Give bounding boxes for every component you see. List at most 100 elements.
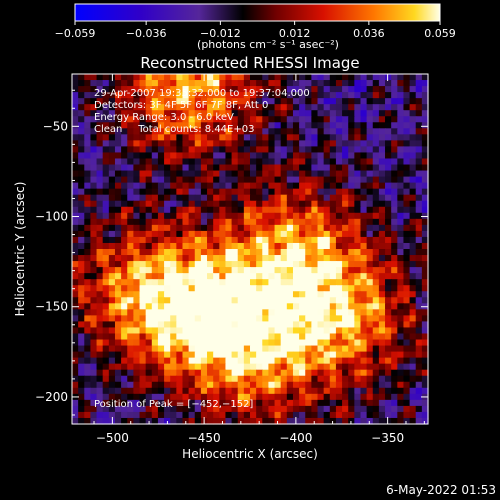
heatmap-cell — [286, 405, 294, 413]
heatmap-cell — [139, 146, 147, 154]
heatmap-cell — [78, 92, 85, 99]
heatmap-cell — [188, 122, 196, 129]
heatmap-cell — [176, 110, 184, 117]
heatmap-cell — [250, 218, 257, 226]
heatmap-cell — [286, 86, 294, 93]
heatmap-cell — [268, 339, 276, 347]
heatmap-cell — [329, 333, 337, 341]
heatmap-cell — [84, 86, 92, 93]
heatmap-cell — [385, 152, 392, 160]
heatmap-cell — [72, 297, 79, 304]
heatmap-cell — [360, 369, 368, 377]
heatmap-cell — [127, 387, 134, 395]
heatmap-cell — [311, 236, 319, 244]
heatmap-cell — [139, 224, 147, 232]
heatmap-cell — [262, 393, 270, 401]
heatmap-cell — [397, 110, 405, 117]
heatmap-cell — [164, 309, 171, 316]
heatmap-cell — [274, 297, 282, 304]
heatmap-cell — [323, 411, 331, 419]
heatmap-cell — [317, 194, 325, 202]
heatmap-cell — [145, 74, 153, 81]
heatmap-cell — [151, 255, 159, 262]
heatmap-cell — [145, 321, 153, 329]
heatmap-cell — [194, 86, 202, 93]
heatmap-cell — [360, 176, 368, 184]
heatmap-cell — [421, 152, 429, 160]
heatmap-cell — [182, 170, 190, 178]
heatmap-cell — [114, 267, 122, 274]
heatmap-cell — [194, 399, 202, 407]
heatmap-cell — [280, 200, 288, 208]
heatmap-cell — [348, 164, 355, 172]
heatmap-cell — [133, 92, 141, 99]
heatmap-cell — [127, 297, 134, 304]
heatmap-cell — [335, 405, 343, 413]
heatmap-cell — [378, 140, 386, 148]
heatmap-cell — [207, 261, 214, 268]
heatmap-cell — [151, 303, 159, 310]
heatmap-cell — [139, 212, 147, 220]
heatmap-cell — [250, 333, 257, 341]
heatmap-cell — [372, 176, 380, 184]
heatmap-cell — [108, 339, 116, 347]
heatmap-cell — [397, 104, 405, 111]
heatmap-cell — [415, 218, 423, 226]
heatmap-cell — [409, 74, 417, 81]
heatmap-cell — [286, 200, 294, 208]
heatmap-cell — [366, 375, 374, 383]
heatmap-cell — [231, 357, 239, 365]
heatmap-cell — [194, 164, 202, 172]
heatmap-cell — [421, 104, 429, 111]
heatmap-cell — [378, 375, 386, 383]
heatmap-cell — [90, 242, 98, 250]
heatmap-cell — [96, 128, 104, 135]
heatmap-cell — [299, 182, 306, 190]
heatmap-cell — [372, 351, 380, 359]
heatmap-cell — [157, 212, 165, 220]
heatmap-cell — [237, 230, 245, 238]
heatmap-cell — [378, 363, 386, 371]
heatmap-cell — [391, 387, 398, 395]
heatmap-cell — [231, 393, 239, 401]
heatmap-cell — [286, 351, 294, 359]
heatmap-cell — [243, 327, 251, 335]
heatmap-cell — [323, 116, 331, 123]
heatmap-cell — [250, 291, 257, 298]
heatmap-cell — [268, 417, 276, 425]
heatmap-cell — [385, 345, 392, 353]
heatmap-cell — [133, 194, 141, 202]
heatmap-cell — [286, 411, 294, 419]
heatmap-cell — [286, 110, 294, 117]
heatmap-cell — [299, 363, 306, 371]
heatmap-cell — [237, 321, 245, 329]
heatmap-cell — [397, 345, 405, 353]
heatmap-cell — [225, 345, 233, 353]
heatmap-cell — [299, 387, 306, 395]
heatmap-cell — [90, 230, 98, 238]
heatmap-cell — [213, 182, 220, 190]
heatmap-cell — [286, 230, 294, 238]
heatmap-cell — [323, 261, 331, 268]
heatmap-cell — [409, 333, 417, 341]
heatmap-cell — [207, 236, 214, 244]
heatmap-cell — [299, 399, 306, 407]
heatmap-cell — [102, 321, 110, 329]
heatmap-cell — [305, 230, 312, 238]
heatmap-cell — [200, 140, 208, 148]
heatmap-cell — [262, 387, 270, 395]
heatmap-cell — [170, 381, 177, 389]
heatmap-cell — [96, 242, 104, 250]
heatmap-cell — [188, 200, 196, 208]
heatmap-cell — [219, 321, 227, 329]
heatmap-cell — [415, 182, 423, 190]
heatmap-cell — [391, 381, 398, 389]
heatmap-cell — [96, 285, 104, 292]
heatmap-cell — [213, 140, 220, 148]
heatmap-cell — [342, 357, 349, 365]
heatmap-cell — [274, 285, 282, 292]
heatmap-cell — [292, 212, 300, 220]
heatmap-cell — [385, 128, 392, 135]
heatmap-cell — [366, 86, 374, 93]
heatmap-cell — [237, 261, 245, 268]
